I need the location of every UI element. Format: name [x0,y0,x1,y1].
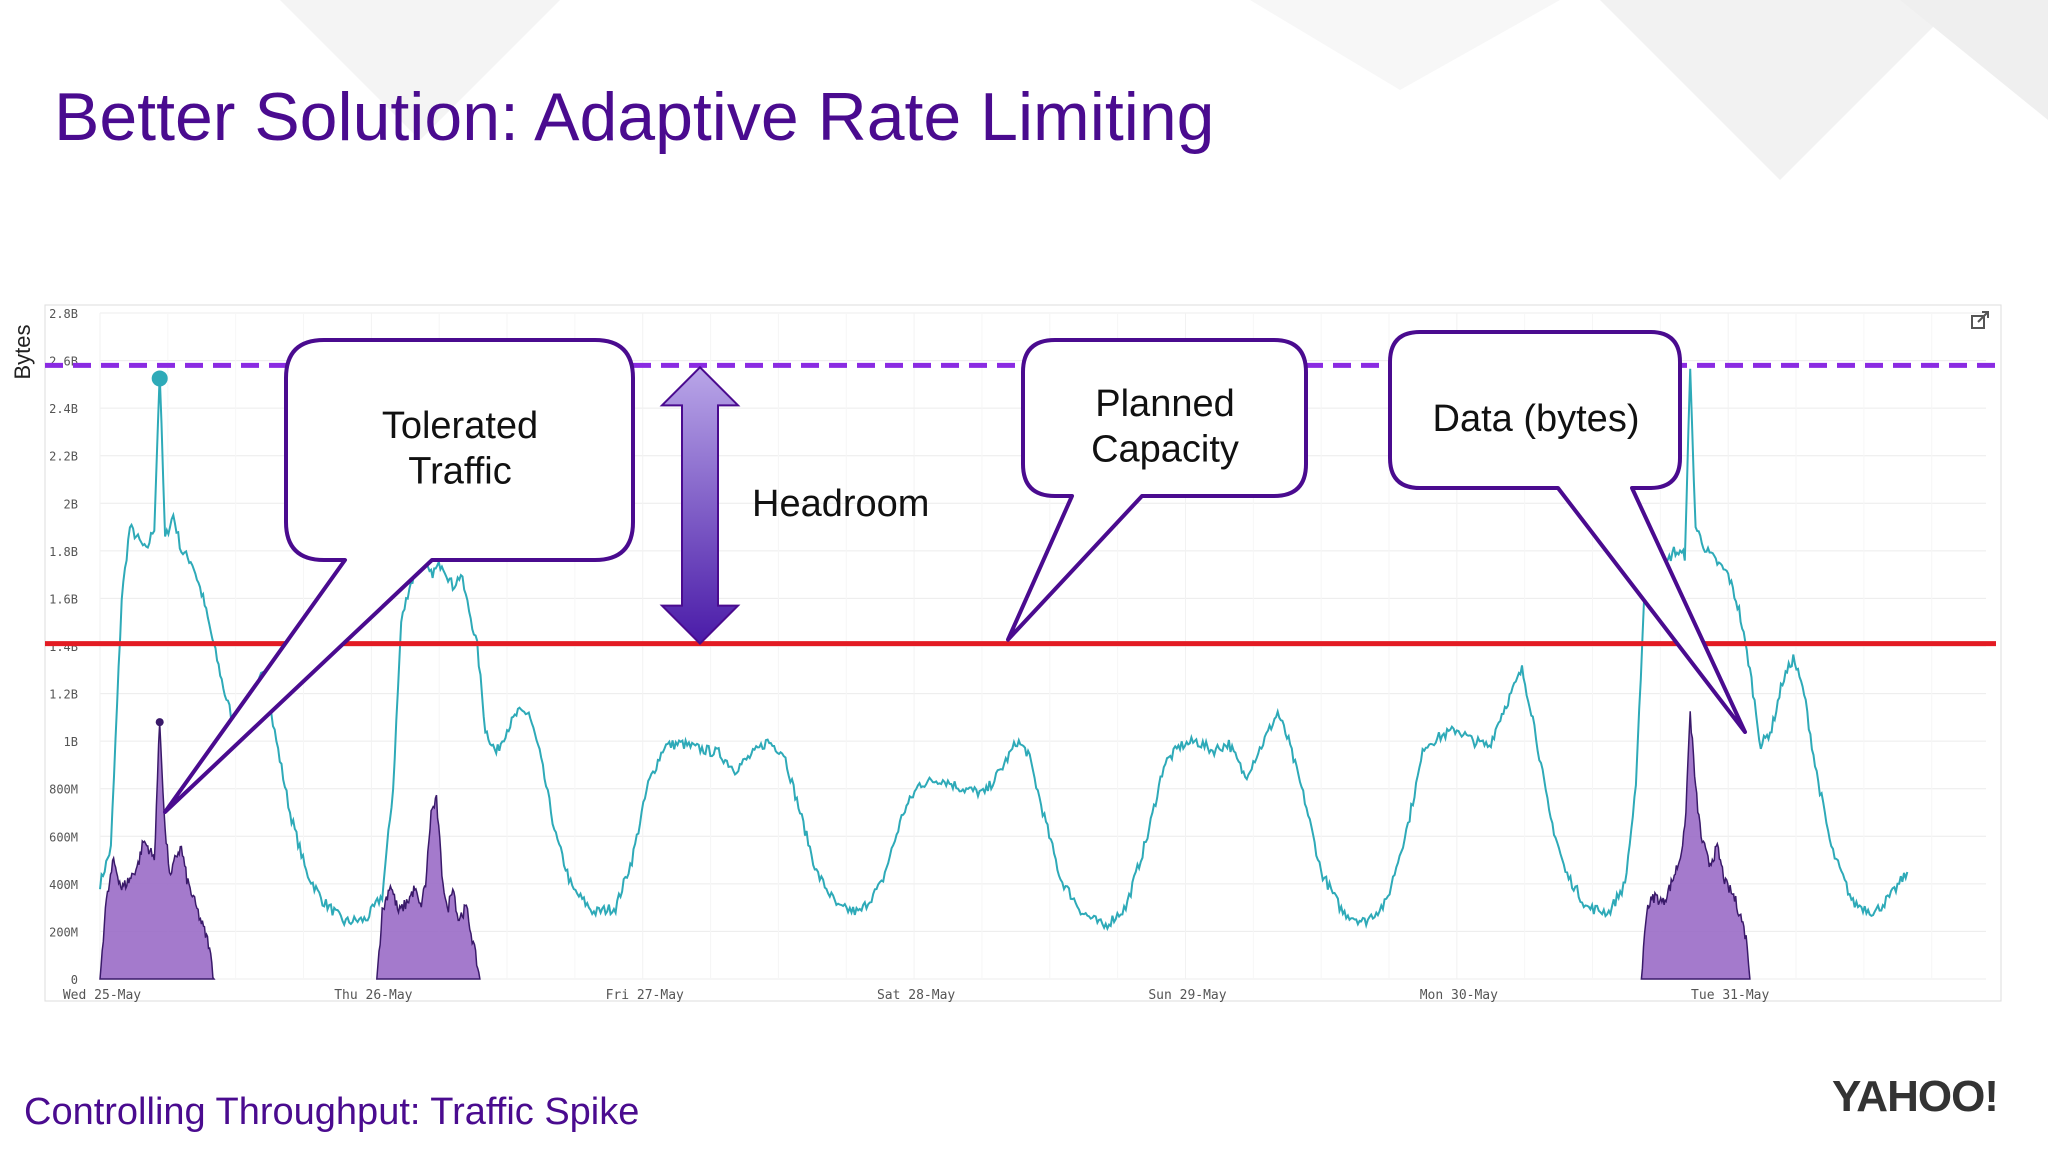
y-tick-label: 400M [49,878,78,892]
callout-data-bytes: Data (bytes) [1388,330,1747,734]
svg-text:Tolerated: Tolerated [382,405,538,447]
spike-peak-marker [155,718,164,727]
x-tick-label: Sun 29-May [1148,988,1226,1003]
y-tick-label: 1.2B [49,688,78,702]
y-tick-label: 2B [64,497,78,511]
y-tick-label: 1B [64,735,78,749]
spike-area [99,722,216,980]
y-tick-label: 2.8B [49,307,78,321]
y-tick-label: 200M [49,925,78,939]
x-tick-label: Fri 27-May [606,988,684,1003]
y-tick-label: 600M [49,830,78,844]
footer-text: Controlling Throughput: Traffic Spike [24,1091,640,1133]
peak-marker [151,370,168,387]
series-line [99,368,1909,932]
x-tick-label: Thu 26-May [334,988,412,1003]
expand-icon[interactable] [1971,311,1989,329]
y-tick-label: 0 [71,973,78,987]
background-decoration [280,0,2048,180]
y-tick-label: 1.6B [49,592,78,606]
headroom-label: Headroom [752,483,929,525]
y-axis-label: Bytes [10,324,35,379]
svg-text:Traffic: Traffic [408,451,511,493]
y-tick-label: 2.4B [49,402,78,416]
y-tick-label: 800M [49,783,78,797]
chart: 0200M400M600M800M1B1.2B1.4B1.6B1.8B2B2.2… [10,304,2005,1003]
x-tick-label: Mon 30-May [1420,988,1498,1003]
headroom-arrow [659,365,741,646]
svg-text:Planned: Planned [1095,383,1234,425]
x-tick-label: Wed 25-May [63,988,141,1003]
yahoo-logo: YAHOO! [1832,1072,1999,1121]
slide-title: Better Solution: Adaptive Rate Limiting [54,79,1215,155]
x-tick-label: Sat 28-May [877,988,955,1003]
svg-text:Data (bytes): Data (bytes) [1433,398,1640,440]
y-axis-ticks: 0200M400M600M800M1B1.2B1.4B1.6B1.8B2B2.2… [49,307,78,987]
y-tick-label: 1.8B [49,545,78,559]
svg-text:Capacity: Capacity [1091,429,1239,471]
x-axis-ticks: Wed 25-May Thu 26-May Fri 27-May Sat 28-May… [63,988,1770,1003]
spike-area [1640,711,1751,980]
series-layer [99,368,1909,980]
y-tick-label: 2.2B [49,450,78,464]
spike-area [375,794,481,980]
x-tick-label: Tue 31-May [1691,988,1769,1003]
